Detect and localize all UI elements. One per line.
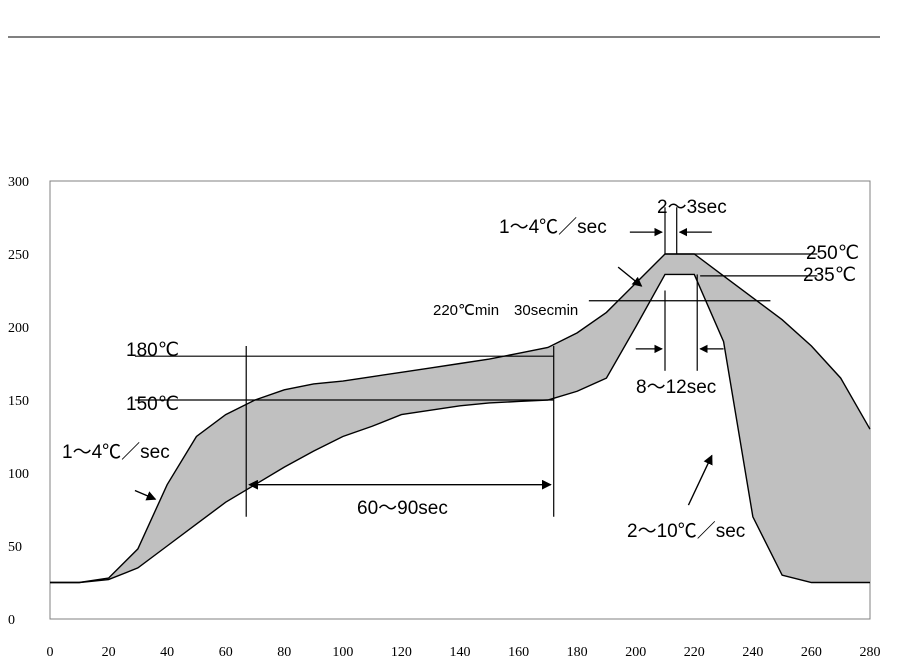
- annotation-arrow-0: [134, 489, 157, 501]
- label-235c: 235℃: [803, 265, 856, 286]
- label-180c: 180℃: [126, 340, 179, 361]
- x-tick-label: 120: [391, 645, 412, 660]
- annotation-arrow-6: [687, 454, 713, 506]
- x-tick-label: 40: [160, 645, 174, 660]
- x-tick-label: 0: [47, 645, 54, 660]
- y-tick-label: 0: [8, 613, 15, 628]
- profile-band: [50, 254, 870, 583]
- y-tick-label: 100: [8, 467, 29, 482]
- x-tick-label: 60: [219, 645, 233, 660]
- x-tick-label: 160: [508, 645, 529, 660]
- y-tick-label: 50: [8, 540, 22, 555]
- annotation-time-above-liquidus: 8～12sec: [636, 377, 716, 398]
- y-tick-label: 250: [8, 248, 29, 263]
- y-tick-label: 200: [8, 321, 29, 336]
- y-tick-label: 150: [8, 394, 29, 409]
- annotation-ramp-rate-reflow: 1～4℃／sec: [499, 216, 607, 238]
- x-tick-label: 140: [450, 645, 471, 660]
- x-tick-label: 260: [801, 645, 822, 660]
- y-tick-label: 300: [8, 175, 29, 190]
- x-tick-label: 240: [742, 645, 763, 660]
- annotation-arrow-1: [617, 266, 643, 287]
- annotation-soak-time: 60～90sec: [357, 498, 448, 519]
- label-150c: 150℃: [126, 394, 179, 415]
- x-tick-label: 100: [332, 645, 353, 660]
- x-tick-label: 280: [860, 645, 881, 660]
- x-tick-label: 220: [684, 645, 705, 660]
- annotation-peak-time: 2～3sec: [657, 197, 727, 218]
- annotation-cooling-rate: 2～10℃／sec: [627, 520, 745, 542]
- annotation-ramp-rate-preheat: 1～4℃／sec: [62, 441, 170, 463]
- x-tick-label: 80: [277, 645, 291, 660]
- annotation-time-above-220: 220℃min 30secmin: [433, 302, 578, 319]
- x-tick-label: 20: [102, 645, 116, 660]
- upper-limit-line: [50, 253, 871, 584]
- x-tick-label: 200: [625, 645, 646, 660]
- lower-limit-line: [50, 273, 870, 584]
- label-250c: 250℃: [806, 243, 859, 264]
- x-tick-label: 180: [567, 645, 588, 660]
